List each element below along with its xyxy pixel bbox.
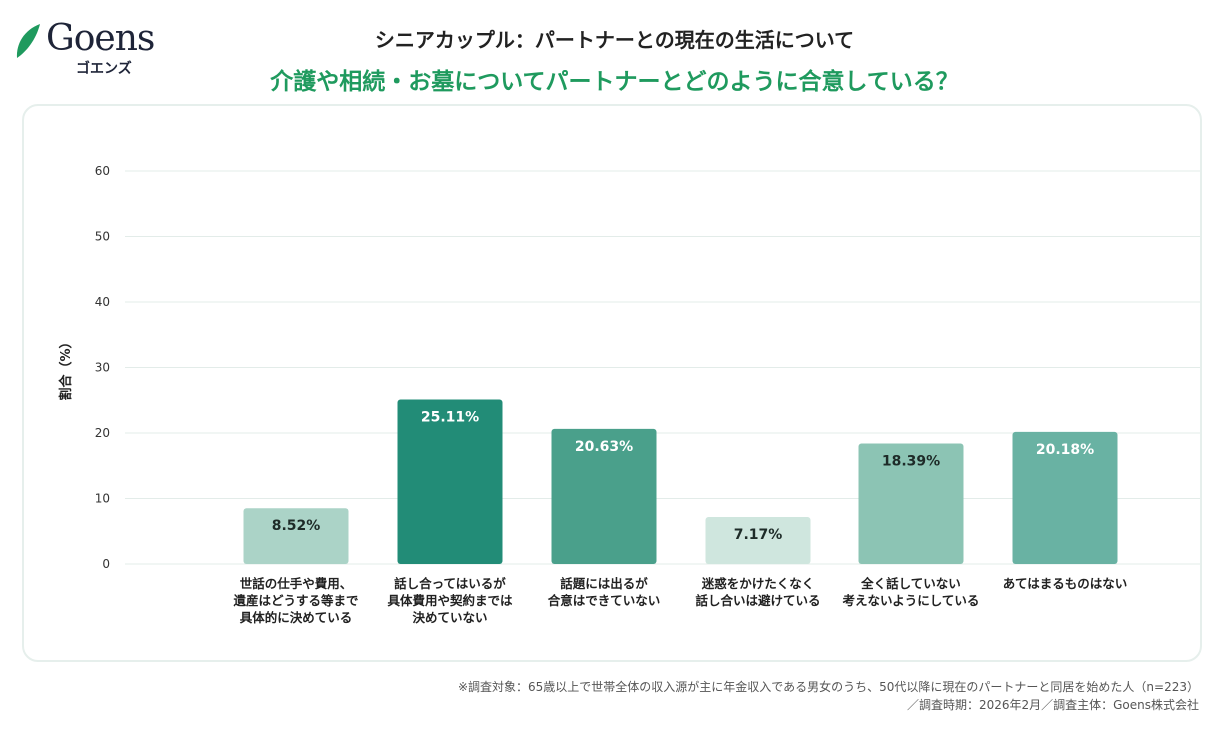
x-tick-label: 遺産はどうする等まで bbox=[232, 593, 358, 608]
y-tick-label: 20 bbox=[95, 426, 110, 440]
x-tick-label: 具体費用や契約までは bbox=[386, 593, 513, 608]
chart-title: シニアカップル：パートナーとの現在の生活について bbox=[374, 28, 855, 52]
y-tick-label: 30 bbox=[95, 361, 110, 375]
y-tick-label: 50 bbox=[95, 230, 110, 244]
logo-wordmark: Goens bbox=[46, 18, 155, 59]
bar bbox=[705, 517, 811, 564]
x-tick-label: 合意はできていない bbox=[548, 593, 661, 608]
footnote-survey-info: ／調査時期：2026年2月／調査主体：Goens株式会社 bbox=[906, 698, 1199, 712]
y-tick-label: 0 bbox=[102, 557, 110, 571]
x-tick-label: 考えないようにしている bbox=[843, 593, 980, 608]
x-tick-label: 話題には出るが bbox=[560, 576, 648, 591]
bar bbox=[858, 443, 964, 564]
chart-card bbox=[22, 104, 1202, 662]
leaf-icon bbox=[16, 24, 40, 58]
logo: Goens ゴエンズ bbox=[14, 18, 174, 78]
x-tick-label: 迷惑をかけたくなく bbox=[701, 576, 815, 591]
x-tick-label: 具体的に決めている bbox=[239, 610, 353, 625]
y-tick-label: 40 bbox=[95, 295, 110, 309]
bar bbox=[243, 508, 349, 564]
logo-kana: ゴエンズ bbox=[76, 61, 132, 77]
footnote-survey-target: ※調査対象：65歳以上で世帯全体の収入源が主に年金収入である男女のうち、50代以… bbox=[457, 680, 1199, 694]
bar bbox=[1012, 431, 1118, 564]
data-label: 20.18% bbox=[1036, 442, 1094, 458]
bar bbox=[551, 428, 657, 564]
data-label: 18.39% bbox=[882, 454, 940, 470]
x-tick-label: 決めていない bbox=[412, 610, 487, 625]
x-tick-label: 全く話していない bbox=[860, 576, 961, 591]
chart-subtitle: 介護や相続・お墓についてパートナーとどのように合意している？ bbox=[270, 69, 959, 95]
y-tick-label: 10 bbox=[95, 492, 110, 506]
data-label: 20.63% bbox=[575, 439, 633, 455]
y-tick-label: 60 bbox=[95, 164, 110, 178]
y-axis-label: 割合（%） bbox=[58, 335, 74, 400]
x-tick-label: 話し合ってはいるが bbox=[394, 576, 506, 591]
data-label: 8.52% bbox=[272, 518, 321, 534]
data-label: 7.17% bbox=[734, 527, 783, 543]
x-tick-label: あてはまるものはない bbox=[1003, 576, 1128, 591]
data-label: 25.11% bbox=[421, 410, 479, 426]
bar bbox=[397, 399, 503, 564]
x-tick-label: 世話の仕手や費用、 bbox=[240, 576, 353, 591]
x-tick-label: 話し合いは避けている bbox=[695, 593, 820, 608]
